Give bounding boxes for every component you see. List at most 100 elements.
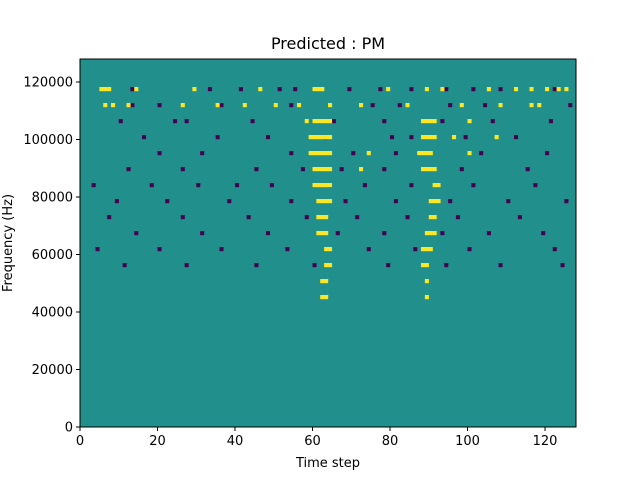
heatmap-cell-low: [366, 247, 371, 252]
heatmap-cell-low: [355, 215, 360, 220]
heatmap-cell-low: [448, 103, 453, 108]
heatmap-cell-high: [324, 119, 329, 124]
heatmap-cell-low: [552, 247, 557, 252]
y-tick-label: 80000: [32, 191, 73, 206]
heatmap-cell-low: [207, 87, 212, 92]
heatmap-cell-high: [215, 103, 220, 108]
heatmap-cell-low: [548, 119, 553, 124]
heatmap-cell-high: [564, 87, 569, 92]
heatmap-cell-low: [362, 183, 367, 188]
heatmap-cell-high: [99, 87, 104, 92]
heatmap-cell-high: [320, 119, 325, 124]
heatmap-cell-high: [316, 199, 321, 204]
heatmap-cell-high: [428, 215, 433, 220]
heatmap-cell-low: [331, 119, 336, 124]
heatmap-cell-high: [421, 135, 426, 140]
heatmap-cell-high: [436, 183, 441, 188]
heatmap-cell-high: [421, 167, 426, 172]
heatmap-cell-high: [320, 215, 325, 220]
heatmap-cell-high: [328, 263, 333, 268]
heatmap-cell-high: [440, 87, 445, 92]
plot-frame: [79, 58, 577, 428]
heatmap-cell-high: [529, 103, 534, 108]
heatmap-cell-low: [312, 263, 317, 268]
heatmap-cell-high: [428, 151, 433, 156]
heatmap-cell-high: [316, 151, 321, 156]
heatmap-cell-low: [277, 87, 282, 92]
heatmap-cell-high: [308, 151, 313, 156]
heatmap-cell-high: [312, 87, 317, 92]
heatmap-cell-low: [552, 87, 557, 92]
heatmap-cell-high: [320, 231, 325, 236]
heatmap-cell-low: [351, 151, 356, 156]
heatmap-cell-low: [440, 231, 445, 236]
heatmap-cell-low: [289, 103, 294, 108]
heatmap-cell-low: [459, 167, 464, 172]
heatmap-cell-high: [316, 231, 321, 236]
heatmap-cell-low: [490, 119, 495, 124]
heatmap-cell-low: [397, 103, 402, 108]
heatmap-cell-low: [91, 183, 96, 188]
heatmap-cell-high: [386, 87, 391, 92]
heatmap-cell-low: [486, 231, 491, 236]
heatmap-cell-low: [293, 87, 298, 92]
heatmap-cell-high: [297, 103, 302, 108]
heatmap-cell-low: [266, 231, 271, 236]
heatmap-cell-high: [359, 167, 364, 172]
heatmap-cell-low: [184, 119, 189, 124]
heatmap-cell-low: [219, 247, 224, 252]
heatmap-cell-high: [180, 103, 185, 108]
heatmap-cell-high: [320, 87, 325, 92]
heatmap-cell-low: [409, 183, 414, 188]
heatmap-cell-high: [436, 199, 441, 204]
heatmap-cell-low: [483, 103, 488, 108]
heatmap-cell-high: [320, 295, 325, 300]
heatmap-cell-high: [273, 103, 278, 108]
heatmap-cell-high: [428, 119, 433, 124]
heatmap-cell-low: [541, 231, 546, 236]
heatmap-cell-low: [506, 199, 511, 204]
heatmap-cell-high: [324, 183, 329, 188]
heatmap-background: [80, 59, 576, 427]
heatmap-cell-high: [424, 295, 429, 300]
heatmap-cell-high: [421, 119, 426, 124]
x-tick-label: 120: [533, 434, 558, 449]
heatmap-cell-high: [328, 135, 333, 140]
x-tick-label: 40: [227, 434, 244, 449]
heatmap-cell-low: [471, 183, 476, 188]
heatmap-cell-low: [440, 119, 445, 124]
heatmap-cell-low: [126, 167, 131, 172]
heatmap-cell-high: [432, 215, 437, 220]
heatmap-cell-low: [370, 103, 375, 108]
heatmap-cell-low: [157, 247, 162, 252]
heatmap-cell-low: [335, 231, 340, 236]
y-tick-label: 60000: [32, 248, 73, 263]
heatmap-cell-low: [235, 183, 240, 188]
heatmap-cell-high: [328, 247, 333, 252]
heatmap-cell-low: [560, 263, 565, 268]
heatmap-cell-high: [467, 151, 472, 156]
heatmap-cell-low: [227, 199, 232, 204]
heatmap-cell-high: [111, 103, 116, 108]
heatmap-cell-high: [316, 87, 321, 92]
heatmap-cell-high: [432, 183, 437, 188]
heatmap-cell-high: [428, 247, 433, 252]
heatmap-cell-high: [424, 279, 429, 284]
heatmap-cell-high: [324, 199, 329, 204]
x-axis-label: Time step: [295, 456, 360, 471]
heatmap-cell-low: [250, 119, 255, 124]
heatmap-cell-low: [130, 87, 135, 92]
heatmap-cell-low: [130, 103, 135, 108]
y-tick-label: 120000: [23, 76, 73, 91]
heatmap-cell-low: [200, 231, 205, 236]
y-axis: 0 20000 40000 60000 80000 100000 120000: [23, 76, 80, 436]
heatmap-cell-low: [269, 183, 274, 188]
heatmap-cell-high: [304, 119, 309, 124]
heatmap-cell-low: [180, 215, 185, 220]
heatmap-cell-low: [266, 135, 271, 140]
heatmap-cell-high: [467, 119, 472, 124]
heatmap-cell-low: [498, 87, 503, 92]
heatmap-cell-high: [514, 87, 519, 92]
heatmap-cell-low: [149, 183, 154, 188]
x-tick-label: 0: [76, 434, 84, 449]
